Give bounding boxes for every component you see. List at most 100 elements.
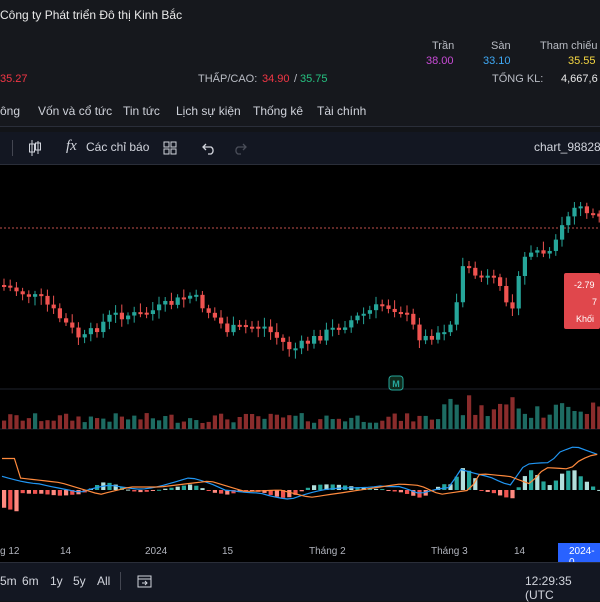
candle-body [336,327,341,330]
tab-capital-dividend[interactable]: Vốn và cổ tức [38,104,113,118]
candle-body [95,328,100,333]
candle-style-icon[interactable] [28,139,42,157]
candle-body [566,216,571,226]
candle-body [132,312,137,316]
volume-bar [274,414,279,429]
macd-histogram-bar [572,470,577,490]
candle-body [113,312,118,315]
price-chart[interactable]: M -2.79 7 Khối [0,165,600,543]
volume-bar [535,406,540,429]
volume-bar [132,415,137,429]
macd-histogram-bar [547,485,552,490]
volume-bar [119,416,124,429]
candle-body [256,326,261,329]
tab-statistics[interactable]: Thống kê [253,104,304,118]
candle-body [287,341,292,350]
macd-histogram-bar [138,490,143,493]
tab-events[interactable]: Lịch sự kiện [176,104,241,118]
macd-histogram-bar [541,481,546,490]
indicators-icon[interactable]: fx [66,138,77,154]
volume-bar [374,422,379,429]
date-range-icon[interactable] [137,574,153,589]
candle-body [584,206,589,214]
time-axis-label: Tháng 3 [431,546,468,557]
volume-bar [367,422,372,429]
event-marker[interactable]: M [388,375,404,391]
volume-bar [219,413,224,429]
candle-body [231,324,236,333]
macd-histogram-bar [188,484,193,490]
macd-histogram-bar [231,490,236,494]
volume-bar [200,422,205,429]
candle-body [33,294,38,297]
volume-bar [45,420,50,429]
macd-histogram-bar [64,490,69,496]
range-all[interactable]: All [97,574,111,588]
macd-histogram-bar [157,489,162,491]
candle-body [150,310,155,315]
redo-icon[interactable] [233,141,247,155]
undo-icon[interactable] [202,141,216,155]
macd-histogram-bar [473,478,478,490]
macd-histogram-bar [243,490,248,491]
range-1y[interactable]: 1y [50,574,63,588]
volume-bar [101,418,106,429]
volume-bar [312,422,317,429]
tab-overview[interactable]: ông [0,104,21,118]
candle-body [541,250,546,254]
volume-bar [144,413,149,429]
range-5y[interactable]: 5y [73,574,86,588]
candle-body [479,275,484,278]
layout-grid-icon[interactable] [163,141,177,155]
candle-body [467,266,472,269]
indicators-button[interactable]: Các chỉ báo [86,140,150,154]
macd-histogram-bar [39,490,44,494]
volume-bar [429,419,434,429]
volume-bar [188,418,193,429]
volume-bar [516,408,521,429]
tab-news[interactable]: Tin tức [123,104,160,118]
chart-canvas[interactable]: M -2.79 7 Khối [0,165,600,543]
range-6m[interactable]: 6m [22,574,39,588]
candle-body [138,312,143,315]
candle-body [76,327,81,338]
macd-histogram-bar [597,489,600,491]
volume-bar [113,413,118,429]
macd-histogram-bar [504,490,509,498]
candle-body [51,304,56,309]
company-name: Công ty Phát triển Đô thị Kinh Bắc [0,8,183,22]
candle-body [535,250,540,253]
volume-bar [8,414,13,429]
candle-body [305,340,310,344]
candle-body [126,315,131,320]
macd-histogram-bar [70,490,75,495]
macd-histogram-bar [578,476,583,490]
crosshair-time-highlight: 2024-0 [558,543,600,568]
volume-bar [436,419,441,429]
volume-bar [299,413,304,429]
time-axis-label: 15 [222,546,234,557]
volume-bar [473,414,478,429]
ceiling-value: 38.00 [426,55,454,67]
volume-bar [330,419,335,429]
volume-bar [231,422,236,429]
volume-bar [405,413,410,429]
volume-bar [454,404,459,429]
macd-histogram-bar [529,470,534,490]
macd-histogram-bar [144,490,149,492]
macd-histogram-bar [113,484,118,490]
volume-bar [88,416,93,429]
tab-financials[interactable]: Tài chính [317,104,367,118]
volume-bar [467,395,472,429]
range-5m[interactable]: 5m [0,574,17,588]
volume-bar [175,422,180,429]
volume-bar [157,420,162,429]
time-axis: g 12 14 2024 15 Tháng 2 Tháng 3 14 2024-… [0,543,600,568]
volume-bar [578,411,583,429]
candle-body [200,294,205,309]
candle-body [398,312,403,315]
candle-body [312,336,317,344]
candle-body [547,250,552,254]
macd-histogram-bar [442,484,447,490]
candle-body [429,335,434,340]
